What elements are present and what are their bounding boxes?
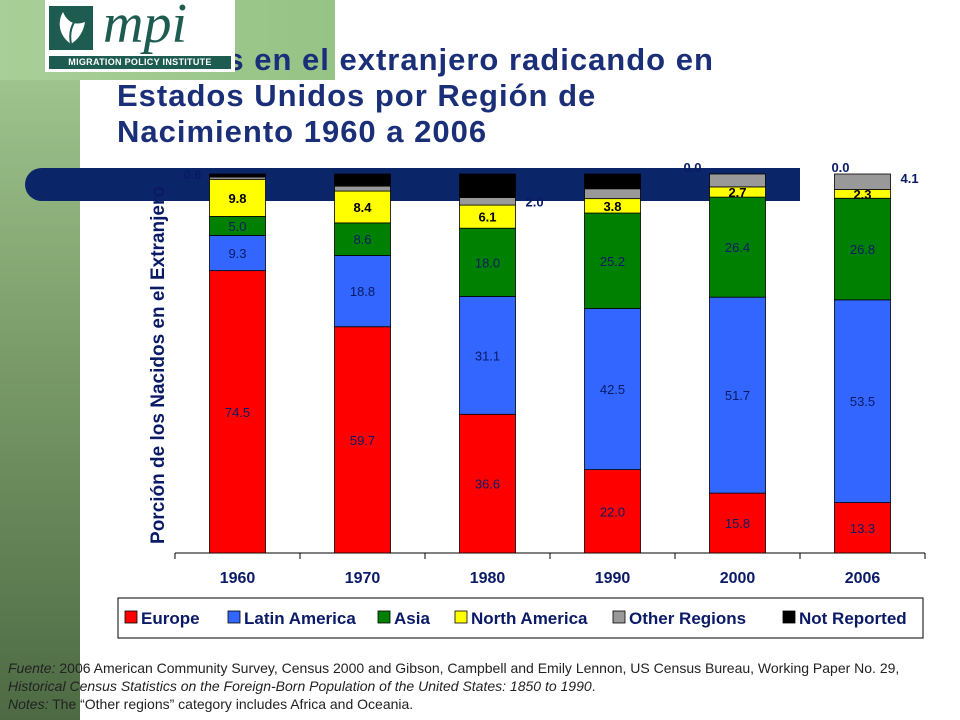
logo-wordmark: mpi bbox=[103, 0, 187, 55]
bar-latin-america-1990 bbox=[584, 308, 641, 471]
value-label-other-regions-1980: 2.0 bbox=[526, 194, 544, 209]
legend-swatch-europe bbox=[124, 610, 138, 624]
value-label-north-america-1990: 3.8 bbox=[603, 199, 621, 214]
bar-europe-1990 bbox=[584, 469, 641, 554]
bar-other-regions-1990 bbox=[584, 188, 641, 200]
value-label-asia-1970: 8.6 bbox=[353, 232, 371, 247]
y-axis-label: Porción de los Nacidos en el Extranjero bbox=[148, 186, 169, 544]
bar-asia-2000 bbox=[709, 196, 766, 298]
bar-asia-2006 bbox=[834, 197, 891, 301]
value-label-latin-america-2000: 51.7 bbox=[725, 388, 750, 403]
footnote-notes-text: The “Other regions” category includes Af… bbox=[48, 696, 414, 712]
legend-swatch-latin-america bbox=[227, 610, 241, 624]
title-line-3: Nacimiento 1960 a 2006 bbox=[117, 114, 488, 149]
legend-swatch-asia bbox=[377, 610, 391, 624]
value-label-other-regions-1960: 0.6 bbox=[183, 167, 201, 182]
legend-label-north-america: North America bbox=[471, 609, 588, 628]
bar-north-america-1960 bbox=[209, 178, 266, 217]
legend-swatch-other-regions bbox=[612, 610, 626, 624]
value-label-north-america-1980: 6.1 bbox=[478, 210, 496, 225]
legend-label-latin-america: Latin America bbox=[244, 609, 356, 628]
value-label-latin-america-1960: 9.3 bbox=[228, 246, 246, 261]
bar-other-regions-2000 bbox=[709, 173, 766, 188]
mpi-logo: mpi MIGRATION POLICY INSTITUTE bbox=[45, 0, 235, 72]
value-label-asia-2000: 26.4 bbox=[725, 240, 750, 255]
value-label-europe-1980: 36.6 bbox=[475, 477, 500, 492]
value-label-latin-america-1980: 31.1 bbox=[475, 348, 500, 363]
bar-other-regions-2006 bbox=[834, 173, 891, 190]
legend-label-other-regions: Other Regions bbox=[629, 609, 746, 628]
x-tick-label-2006: 2006 bbox=[845, 570, 881, 587]
bar-not-reported-1960 bbox=[209, 173, 266, 178]
title-line-2: Estados Unidos por Región de bbox=[117, 78, 597, 113]
bar-not-reported-1970 bbox=[334, 173, 391, 187]
value-label-latin-america-1990: 42.5 bbox=[600, 382, 625, 397]
green-sidebar bbox=[0, 0, 80, 720]
chart-bars bbox=[209, 173, 891, 554]
value-label-other-regions-2006: 4.1 bbox=[901, 171, 919, 186]
bar-latin-america-1980 bbox=[459, 296, 516, 415]
bar-not-reported-1990 bbox=[584, 173, 641, 190]
footnote-source-label: Fuente: bbox=[8, 660, 56, 676]
bar-asia-1990 bbox=[584, 212, 641, 309]
value-label-north-america-2000: 2.7 bbox=[728, 185, 746, 200]
value-label-latin-america-1970: 18.8 bbox=[350, 284, 375, 299]
value-label-europe-2006: 13.3 bbox=[850, 521, 875, 536]
chart-value-labels: 74.5 9.3 5.0 9.8 0.6 59.7 18.8 8.6 8.4 36.6 31.1 18… bbox=[183, 160, 918, 536]
value-label-not-reported-2000: 0.0 bbox=[683, 160, 701, 175]
footnote-source-italic: Historical Census Statistics on the Fore… bbox=[8, 678, 592, 694]
value-label-asia-1960: 5.0 bbox=[228, 219, 246, 234]
footnote-source-end: . bbox=[591, 678, 596, 694]
value-label-north-america-2006: 2.3 bbox=[853, 187, 871, 202]
value-label-north-america-1960: 9.8 bbox=[228, 191, 246, 206]
value-label-latin-america-2006: 53.5 bbox=[850, 394, 875, 409]
x-tick-label-1960: 1960 bbox=[220, 570, 256, 587]
legend-swatch-not-reported bbox=[782, 610, 796, 624]
title-underline-banner bbox=[25, 168, 800, 201]
bar-europe-1970 bbox=[334, 326, 391, 554]
value-label-europe-1960: 74.5 bbox=[225, 405, 250, 420]
chart-axes bbox=[174, 552, 926, 559]
x-tick-label-2000: 2000 bbox=[720, 570, 756, 587]
bar-asia-1980 bbox=[459, 227, 516, 297]
bar-europe-1960 bbox=[209, 270, 266, 554]
legend-label-not-reported: Not Reported bbox=[799, 609, 907, 628]
bar-other-regions-1970 bbox=[334, 185, 391, 192]
value-label-north-america-1970: 8.4 bbox=[353, 200, 372, 215]
value-label-asia-1980: 18.0 bbox=[475, 255, 500, 270]
bar-other-regions-1980 bbox=[459, 197, 516, 206]
footnote-source-text: 2006 American Community Survey, Census 2… bbox=[55, 660, 900, 676]
x-tick-label-1980: 1980 bbox=[470, 570, 506, 587]
x-tick-label-1990: 1990 bbox=[595, 570, 631, 587]
chart-x-ticks: 1960 1970 1980 1990 2000 2006 bbox=[220, 570, 881, 587]
value-label-asia-1990: 25.2 bbox=[600, 254, 625, 269]
bar-latin-america-2006 bbox=[834, 299, 891, 503]
x-tick-label-1970: 1970 bbox=[345, 570, 381, 587]
logo-tagline: MIGRATION POLICY INSTITUTE bbox=[49, 56, 231, 69]
bar-europe-2000 bbox=[709, 492, 766, 554]
footnote-notes-label: Notes: bbox=[8, 696, 49, 712]
legend-swatch-north-america bbox=[454, 610, 468, 624]
bar-not-reported-1980 bbox=[459, 173, 516, 198]
footnote: Fuente: 2006 American Community Survey, … bbox=[8, 659, 958, 713]
value-label-europe-2000: 15.8 bbox=[725, 516, 750, 531]
value-label-asia-2006: 26.8 bbox=[850, 242, 875, 257]
bar-latin-america-2000 bbox=[709, 296, 766, 494]
bar-europe-1980 bbox=[459, 413, 516, 554]
value-label-europe-1990: 22.0 bbox=[600, 504, 625, 519]
value-label-europe-1970: 59.7 bbox=[350, 433, 375, 448]
leaf-logo-icon bbox=[49, 6, 93, 50]
legend-label-europe: Europe bbox=[141, 609, 200, 628]
legend-label-asia: Asia bbox=[394, 609, 430, 628]
chart-legend: Europe Latin America Asia North America Othe… bbox=[117, 597, 924, 639]
bar-europe-2006 bbox=[834, 502, 891, 554]
value-label-not-reported-2006: 0.0 bbox=[831, 160, 849, 175]
